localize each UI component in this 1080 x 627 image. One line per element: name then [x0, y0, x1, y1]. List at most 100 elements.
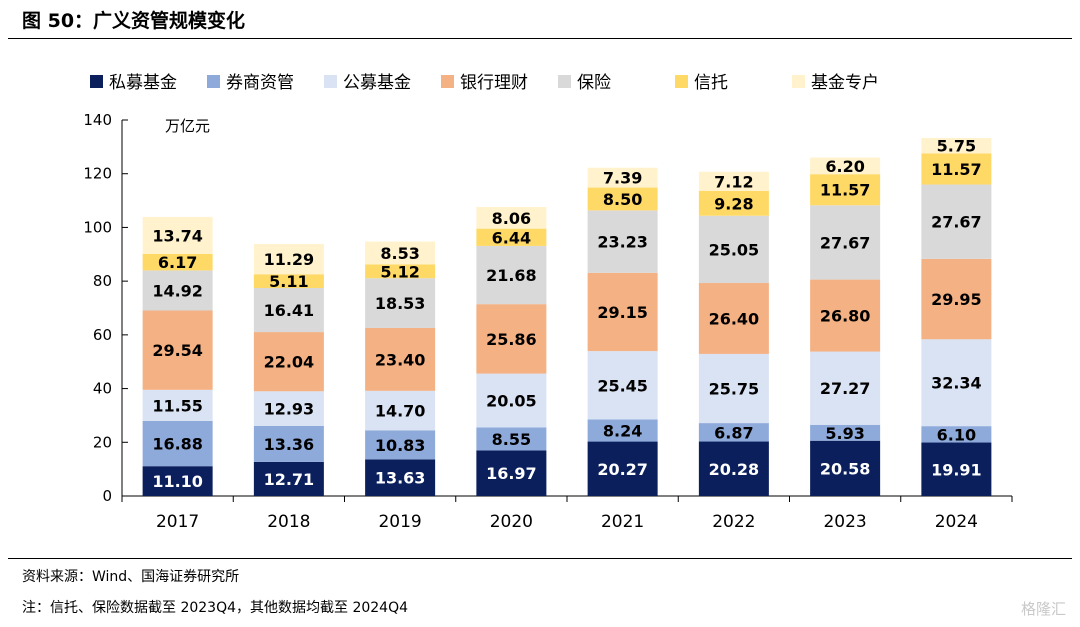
bar-segment — [253, 287, 324, 333]
bar-stack-2019: 13.63 10.83 14.70 23.40 18.53 5.128.53 — [365, 241, 436, 496]
y-tick-label: 0 — [102, 487, 112, 505]
bar-value-label: 16.97 — [486, 464, 537, 483]
y-tick-label: 40 — [93, 380, 112, 398]
legend-label: 私募基金 — [109, 73, 177, 93]
bar-segment — [365, 327, 436, 391]
bar-segment — [921, 339, 992, 427]
bar-value-label: 18.53 — [375, 294, 426, 313]
x-tick-label: 2023 — [823, 512, 866, 532]
legend-label: 保险 — [577, 73, 611, 93]
legend-item: 银行理财 — [441, 73, 528, 93]
bar-value-label: 13.63 — [375, 469, 426, 488]
legend-swatch — [792, 75, 805, 88]
bar-segment — [476, 206, 547, 229]
legend: 私募基金 券商资管 公募基金 银行理财 保险 信托 基金专户 — [90, 73, 879, 93]
bar-segment — [142, 253, 213, 271]
bar-segment — [365, 264, 436, 279]
legend-swatch — [90, 75, 103, 88]
bar-value-label: 5.12 — [380, 262, 419, 281]
bar-segment — [698, 353, 769, 424]
x-tick-label: 2020 — [490, 512, 533, 532]
bar-segment — [921, 153, 992, 185]
bar-segment — [365, 241, 436, 265]
bar-value-label: 20.28 — [709, 460, 760, 479]
bar-segment — [253, 274, 324, 288]
bar-segment — [698, 423, 769, 442]
x-tick-label: 2021 — [601, 512, 644, 532]
bar-value-label: 13.74 — [152, 226, 203, 245]
y-axis: 0 20 40 60 80 100 120 140 — [83, 111, 128, 505]
legend-label: 基金专户 — [811, 73, 879, 93]
bar-segment — [921, 258, 992, 340]
bar-segment — [810, 205, 881, 280]
bar-stack-2020: 16.97 8.55 20.05 25.86 21.68 6.448.06 — [476, 206, 547, 496]
bar-segment — [253, 243, 324, 275]
bar-value-label: 27.67 — [931, 213, 982, 232]
legend-swatch — [441, 75, 454, 88]
bar-segment — [698, 441, 769, 496]
bar-segment — [476, 427, 547, 451]
bars: 11.1016.8811.5529.5414.926.1713.7412.711… — [142, 137, 992, 496]
bar-segment — [810, 279, 881, 352]
bar-value-label: 11.57 — [820, 181, 871, 200]
legend-label: 银行理财 — [460, 73, 528, 93]
bar-value-label: 8.55 — [492, 430, 531, 449]
bar-value-label: 6.17 — [158, 253, 197, 272]
bar-value-label: 29.15 — [597, 303, 648, 322]
bar-segment — [698, 215, 769, 284]
legend-item: 公募基金 — [324, 73, 411, 93]
bar-value-label: 27.67 — [820, 233, 871, 252]
bar-segment — [365, 430, 436, 460]
bar-value-label: 7.39 — [603, 169, 642, 188]
bar-segment — [142, 310, 213, 390]
y-tick-label: 120 — [83, 165, 112, 183]
bar-value-label: 11.29 — [264, 250, 315, 269]
bar-value-label: 11.55 — [152, 396, 203, 415]
bar-value-label: 16.88 — [152, 435, 203, 454]
stacked-bar-chart: 私募基金 券商资管 公募基金 银行理财 保险 信托 基金专户 万亿元 0 20 40 60 80 10… — [83, 73, 1013, 532]
bar-value-label: 8.50 — [603, 190, 642, 209]
title-divider — [8, 38, 1072, 39]
bar-value-label: 21.68 — [486, 266, 537, 285]
bar-value-label: 6.10 — [937, 425, 976, 444]
source-note: 资料来源：Wind、国海证券研究所 — [22, 569, 240, 585]
bar-segment — [587, 210, 658, 273]
bar-segment — [698, 190, 769, 216]
bar-stack-2018: 12.71 13.36 12.93 22.04 16.41 5.11 11.29 — [253, 243, 324, 496]
bar-value-label: 8.24 — [603, 421, 642, 440]
watermark: 格隆汇 — [1020, 600, 1066, 618]
bar-value-label: 19.91 — [931, 460, 982, 479]
x-tick-label: 2022 — [712, 512, 755, 532]
bar-segment — [587, 351, 658, 420]
footer-divider — [8, 558, 1072, 559]
bar-value-label: 23.23 — [597, 233, 648, 252]
bar-value-label: 22.04 — [264, 353, 315, 372]
bar-value-label: 26.40 — [709, 309, 760, 328]
bar-value-label: 6.20 — [825, 157, 864, 176]
bar-value-label: 10.83 — [375, 436, 426, 455]
bar-segment — [142, 466, 213, 496]
bar-segment — [476, 373, 547, 428]
bar-value-label: 25.05 — [709, 240, 760, 259]
legend-item: 基金专户 — [792, 73, 879, 93]
bar-value-label: 27.27 — [820, 379, 871, 398]
bar-value-label: 8.53 — [380, 244, 419, 263]
bar-segment — [365, 459, 436, 496]
legend-item: 券商资管 — [207, 73, 294, 93]
bar-value-label: 20.27 — [597, 460, 648, 479]
bar-stack-2024: 19.91 6.10 32.34 29.95 27.67 11.57 5.75 — [921, 137, 992, 496]
y-tick-label: 20 — [93, 433, 112, 451]
bar-segment — [587, 441, 658, 496]
bar-value-label: 7.12 — [714, 172, 753, 191]
legend-label: 公募基金 — [343, 73, 411, 93]
bar-segment — [810, 351, 881, 425]
bar-segment — [365, 390, 436, 431]
legend-item: 私募基金 — [90, 73, 177, 93]
x-tick-label: 2024 — [935, 512, 978, 532]
bar-stack-2021: 20.27 8.24 25.45 29.15 23.23 8.50 7.39 — [587, 167, 658, 496]
bar-value-label: 16.41 — [264, 301, 315, 320]
bar-value-label: 6.44 — [492, 228, 531, 247]
y-tick-label: 100 — [83, 218, 112, 236]
bar-value-label: 29.54 — [152, 341, 203, 360]
bar-value-label: 12.93 — [264, 400, 315, 419]
